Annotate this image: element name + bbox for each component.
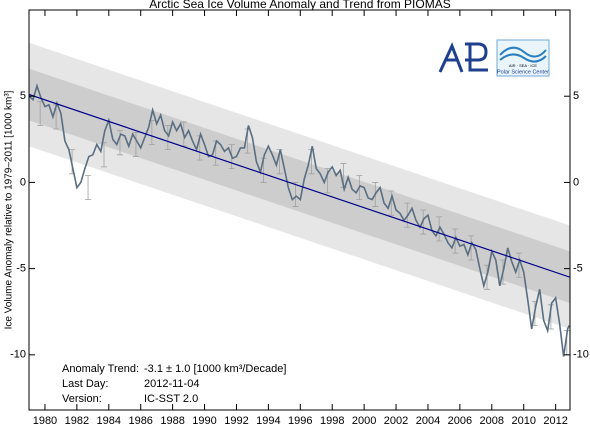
annotation-value: 2012-11-04 xyxy=(144,378,199,390)
x-tick-label: 1998 xyxy=(320,415,344,427)
x-tick-label: 2000 xyxy=(352,415,376,427)
x-tick-label: 1982 xyxy=(65,415,89,427)
error-bar xyxy=(468,235,475,261)
x-tick-label: 1984 xyxy=(97,415,121,427)
x-tick-label: 1994 xyxy=(256,415,280,427)
apl-logo xyxy=(438,42,488,73)
chart-title: Arctic Sea Ice Volume Anomaly and Trend … xyxy=(149,0,450,11)
y-axis-label: Ice Volume Anomaly relative to 1979–2011… xyxy=(4,90,15,329)
x-tick-label: 2010 xyxy=(511,415,535,427)
error-bar xyxy=(388,190,395,216)
plot-frame xyxy=(28,9,571,411)
x-tick-label: 2006 xyxy=(448,415,472,427)
y-tick-label: 0 xyxy=(20,176,26,188)
annotation-label: Version: xyxy=(62,393,102,405)
y-tick-label-right: -5 xyxy=(573,263,583,275)
x-tick-label: 1996 xyxy=(288,415,312,427)
y-tick-label-right: -10 xyxy=(573,349,589,361)
trend-line xyxy=(29,93,570,278)
x-tick-label: 1980 xyxy=(33,415,57,427)
apl-logo-shape xyxy=(438,42,488,73)
error-bar xyxy=(85,175,92,201)
plot xyxy=(29,42,570,357)
x-tick-label: 2008 xyxy=(480,415,504,427)
annotation-value: IC-SST 2.0 xyxy=(144,393,198,405)
y-tick-label-right: 5 xyxy=(573,90,579,102)
y-tick-label: -10 xyxy=(10,349,26,361)
annotation-label: Anomaly Trend: xyxy=(62,363,139,375)
error-bar xyxy=(515,252,522,278)
annotation-label: Last Day: xyxy=(62,378,108,390)
x-tick-label: 2012 xyxy=(543,415,567,427)
y-tick-label-right: 0 xyxy=(573,176,579,188)
y-tick-label: 5 xyxy=(20,90,26,102)
psc-logo-text: Polar Science Center xyxy=(497,69,549,75)
x-tick-label: 1990 xyxy=(192,415,216,427)
x-tick-label: 1992 xyxy=(224,415,248,427)
y-tick-label: -5 xyxy=(16,263,26,275)
x-tick-label: 1988 xyxy=(160,415,184,427)
x-tick-label: 1986 xyxy=(128,415,152,427)
x-tick-label: 2002 xyxy=(384,415,408,427)
error-bar xyxy=(292,182,299,207)
error-bar xyxy=(132,132,139,157)
psc-logo-wave xyxy=(499,46,547,63)
annotation-value: -3.1 ± 1.0 [1000 km³/Decade] xyxy=(144,363,286,375)
error-bar xyxy=(164,125,171,151)
x-tick-label: 2004 xyxy=(416,415,440,427)
series-line xyxy=(29,83,570,357)
psc-logo-text: AIR · SEA · ICE xyxy=(509,63,538,68)
